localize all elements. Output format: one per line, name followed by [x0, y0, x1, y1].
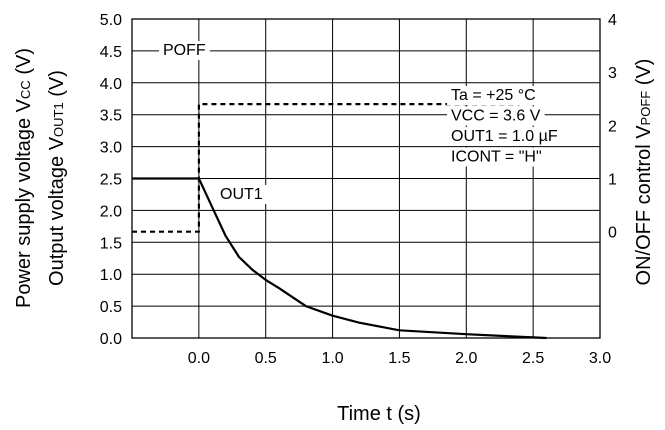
y-axis-title-right-unit: (V): [633, 59, 655, 91]
condition-text-bg: [447, 86, 540, 105]
y-tick-label-left: 0.0: [100, 331, 122, 348]
y-tick-label-right: 0: [608, 225, 617, 242]
y-tick-label-left: 0.5: [100, 299, 122, 316]
annotation-layer: POFF OUT1 Ta = +25 °C VCC = 3.6 V OUT1 = 1.0…: [159, 41, 562, 204]
condition-text: VCC = 3.6 V: [451, 108, 541, 125]
y-axis-title-right: ON/OFF control VPOFF (V): [633, 59, 655, 286]
condition-text-bg: [447, 147, 546, 167]
y-tick-label-left: 3.5: [100, 108, 122, 125]
y-tick-label-left: 3.0: [100, 140, 122, 157]
y-axis-title-left-2: Output voltage VOUT1 (V): [46, 70, 68, 286]
y-tick-label-right: 3: [608, 65, 617, 82]
x-axis-title: Time t (s): [337, 403, 421, 425]
tick-labels: 0.0 0.5 1.0 1.5 2.0 2.5 3.0 0.0 0.5 1.0 1.5 2.0 2.5 3…: [100, 12, 617, 367]
condition-text: OUT1 = 1.0 µF: [451, 128, 558, 145]
y-tick-label-left: 2.5: [100, 172, 122, 189]
y-tick-label-right: 2: [608, 118, 617, 135]
series-layer: [132, 102, 547, 340]
series-label-out1-bg: [216, 185, 267, 204]
y-tick-label-left: 1.5: [100, 235, 122, 252]
condition-text-bg: [447, 127, 562, 146]
y-tick-label-right: 4: [608, 12, 617, 29]
series-label-out1: OUT1: [220, 186, 263, 203]
condition-text: Ta = +25 °C: [451, 87, 536, 104]
x-tick-label: 2.5: [522, 350, 544, 367]
y-tick-label-left: 1.0: [100, 267, 122, 284]
grid: [132, 18, 601, 339]
series-line-out1: [132, 177, 547, 340]
y-tick-label-left: 4.0: [100, 76, 122, 93]
series-label-poff: POFF: [163, 42, 206, 59]
y-axis-title-right-sub: POFF: [638, 91, 653, 126]
x-tick-label: 1.5: [388, 350, 410, 367]
series-line-poff: [132, 102, 520, 233]
y-axis-title-left-1-sub: CC: [18, 80, 33, 99]
y-axis-title-left-2-sub: OUT1: [51, 102, 66, 137]
y-tick-label-right: 1: [608, 172, 617, 189]
x-tick-label: 0.5: [255, 350, 277, 367]
y-tick-label-left: 2.0: [100, 203, 122, 220]
y-axis-title-left-2-unit: (V): [46, 70, 68, 102]
x-tick-label: 0.0: [188, 350, 210, 367]
x-tick-label: 2.0: [455, 350, 477, 367]
condition-text-bg: [447, 106, 545, 126]
y-axis-title-left-1-unit: (V): [13, 48, 35, 80]
y-axis-title-left-1-main: Power supply voltage V: [13, 98, 35, 308]
x-tick-label: 1.0: [321, 350, 343, 367]
y-axis-title-right-main: ON/OFF control V: [633, 125, 655, 286]
series-label-poff-bg: [159, 41, 210, 60]
condition-text: ICONT = "H": [451, 149, 542, 166]
y-axis-title-left-2-main: Output voltage V: [46, 136, 68, 286]
plot-frame: [131, 18, 601, 339]
y-tick-label-left: 5.0: [100, 12, 122, 29]
y-axis-title-left-1: Power supply voltage VCC (V): [13, 48, 35, 308]
x-tick-label: 3.0: [589, 350, 611, 367]
y-tick-label-left: 4.5: [100, 44, 122, 61]
